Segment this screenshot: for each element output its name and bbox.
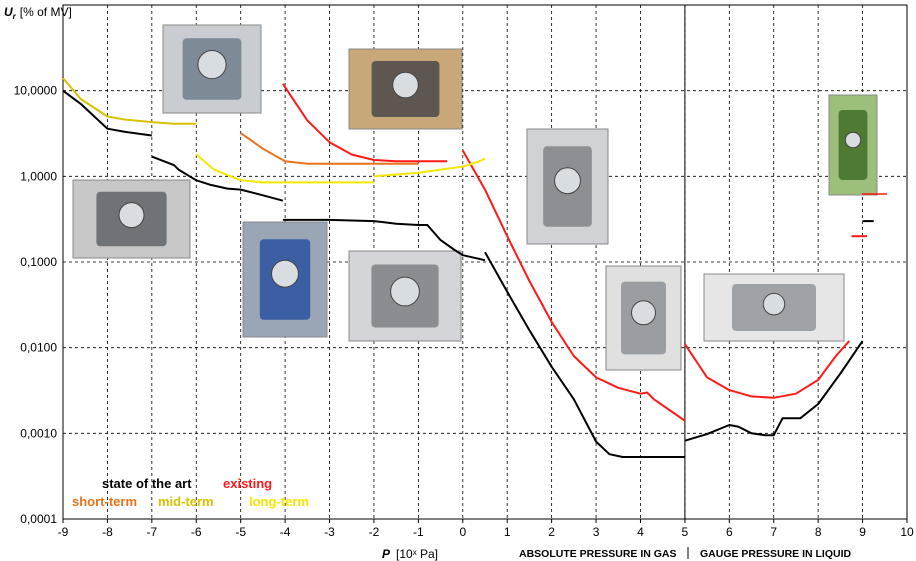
x-tick-label: -7 bbox=[147, 525, 158, 539]
series-line-existing bbox=[461, 150, 686, 422]
series-line-state-of-the-art bbox=[484, 251, 685, 458]
series-line-state-of-the-art bbox=[684, 340, 864, 442]
x-tick-label: 8 bbox=[815, 525, 822, 539]
region-label-gas: ABSOLUTE PRESSURE IN GAS bbox=[519, 548, 677, 560]
series-layer bbox=[62, 77, 874, 458]
x-tick-label: 7 bbox=[770, 525, 777, 539]
series-line-mid-term bbox=[62, 77, 197, 125]
equipment-photo bbox=[605, 265, 682, 371]
photo-apparatus-detail bbox=[554, 167, 581, 195]
series-line-state-of-the-art bbox=[151, 155, 284, 202]
y-tick-label: 10,0000 bbox=[14, 84, 58, 98]
legend-item: state of the art bbox=[102, 476, 192, 491]
x-tick-label: -1 bbox=[413, 525, 424, 539]
legend: state of the art existing short-term mid-te… bbox=[72, 476, 309, 509]
photo-apparatus-detail bbox=[844, 131, 862, 149]
photo-apparatus-detail bbox=[271, 259, 299, 288]
photo-apparatus-detail bbox=[762, 292, 786, 316]
equipment-photo bbox=[703, 273, 845, 342]
equipment-photo bbox=[242, 221, 328, 338]
x-tick-label: 5 bbox=[682, 525, 689, 539]
x-tick-label: -6 bbox=[191, 525, 202, 539]
photo-apparatus-detail bbox=[197, 50, 227, 80]
x-tick-label: 2 bbox=[548, 525, 555, 539]
series-line-state-of-the-art bbox=[62, 89, 152, 137]
series-line-existing bbox=[282, 83, 448, 163]
x-tick-label: -5 bbox=[235, 525, 246, 539]
region-label-liquid: GAUGE PRESSURE IN LIQUID bbox=[700, 548, 852, 560]
x-tick-label: 9 bbox=[859, 525, 866, 539]
x-tick-label: 3 bbox=[593, 525, 600, 539]
equipment-photo bbox=[828, 94, 878, 196]
photo-apparatus-detail bbox=[390, 276, 420, 307]
y-tick-label: 0,0100 bbox=[20, 341, 57, 355]
photo-apparatus-detail bbox=[631, 300, 656, 326]
x-tick-label: -3 bbox=[324, 525, 335, 539]
legend-item: mid-term bbox=[158, 494, 214, 509]
x-tick-label: -8 bbox=[102, 525, 113, 539]
x-tick-label: 6 bbox=[726, 525, 733, 539]
equipment-photo bbox=[526, 128, 609, 245]
axes-layer: -9 -8 -7 -6 -5 -4 -3 -2 -1 0 1 2 3 4 5 6 7 8 9 10 10,0000 1,0… bbox=[14, 84, 914, 539]
photo-apparatus-detail bbox=[392, 71, 419, 99]
x-tick-label: 10 bbox=[900, 525, 914, 539]
equipment-photo bbox=[72, 179, 191, 259]
x-tick-label: -2 bbox=[369, 525, 380, 539]
x-tick-label: 1 bbox=[504, 525, 511, 539]
series-line-long-term bbox=[373, 157, 486, 178]
x-tick-label: -9 bbox=[58, 525, 69, 539]
legend-item: long-term bbox=[249, 494, 309, 509]
x-tick-label: 4 bbox=[637, 525, 644, 539]
y-tick-label: 0,1000 bbox=[20, 255, 57, 269]
equipment-photo bbox=[348, 48, 463, 130]
equipment-photo bbox=[348, 250, 462, 342]
series-line-existing bbox=[684, 340, 851, 399]
series-line-state-of-the-art bbox=[282, 218, 486, 262]
photo-apparatus-detail bbox=[118, 202, 145, 229]
x-axis-label: P [10ˣ Pa] bbox=[382, 547, 438, 561]
photo-layer bbox=[72, 24, 887, 371]
equipment-photo bbox=[162, 24, 262, 114]
y-tick-label: 0,0001 bbox=[20, 512, 57, 526]
x-tick-label: 0 bbox=[459, 525, 466, 539]
series-line-short-term bbox=[240, 132, 419, 165]
x-tick-label: -4 bbox=[280, 525, 291, 539]
legend-item: existing bbox=[223, 476, 272, 491]
legend-item: short-term bbox=[72, 494, 137, 509]
y-axis-label: Ur [% of MV] bbox=[4, 5, 72, 21]
series-line-long-term bbox=[195, 153, 374, 184]
y-tick-label: 0,0010 bbox=[20, 426, 57, 440]
y-tick-label: 1,0000 bbox=[20, 169, 57, 183]
